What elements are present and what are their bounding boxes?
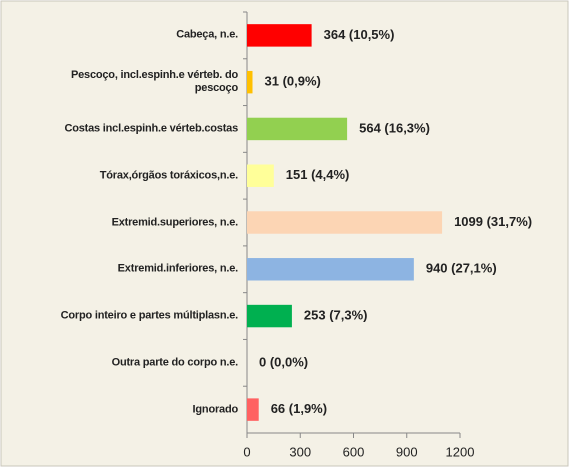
bar xyxy=(247,70,253,94)
y-tick-label: Pescoço, incl.espinh.e vérteb. do pescoç… xyxy=(70,69,238,95)
y-tick-label: Cabeça, n.e. xyxy=(176,28,238,41)
bar xyxy=(247,211,443,234)
data-label: 564 (16,3%) xyxy=(359,120,430,135)
bar xyxy=(247,117,348,141)
y-tick-label: Ignorado xyxy=(192,403,239,416)
x-tick-label: 0 xyxy=(243,444,250,459)
y-tick-label: Corpo inteiro e partes múltiplasn.e. xyxy=(60,309,239,322)
bar xyxy=(247,258,414,281)
data-label: 31 (0,9%) xyxy=(265,74,321,89)
x-tick-label: 1200 xyxy=(446,444,475,459)
data-label: 151 (4,4%) xyxy=(286,167,350,182)
data-label: 253 (7,3%) xyxy=(304,307,368,322)
x-tick-label: 900 xyxy=(396,444,418,459)
data-label: 940 (27,1%) xyxy=(426,261,497,276)
y-tick-label: Outra parte do corpo n.e. xyxy=(111,356,239,369)
y-tick-label: Costas incl.espinh.e vérteb.costas xyxy=(64,122,238,135)
y-tick-label: Extremid.inferiores, n.e. xyxy=(117,262,239,275)
x-tick-label: 300 xyxy=(289,444,311,459)
y-tick-label: Tórax,órgãos toráxicos,n.e. xyxy=(99,169,238,182)
data-label: 364 (10,5%) xyxy=(324,27,395,42)
bar xyxy=(247,24,312,47)
bar xyxy=(247,304,292,328)
data-label: 66 (1,9%) xyxy=(271,401,327,416)
data-label: 0 (0,0%) xyxy=(259,354,308,369)
data-label: 1099 (31,7%) xyxy=(454,214,532,229)
bar xyxy=(247,398,259,421)
y-tick-label: Extremid.superiores, n.e. xyxy=(111,216,239,228)
x-tick-label: 600 xyxy=(343,444,365,459)
bar xyxy=(247,164,274,187)
